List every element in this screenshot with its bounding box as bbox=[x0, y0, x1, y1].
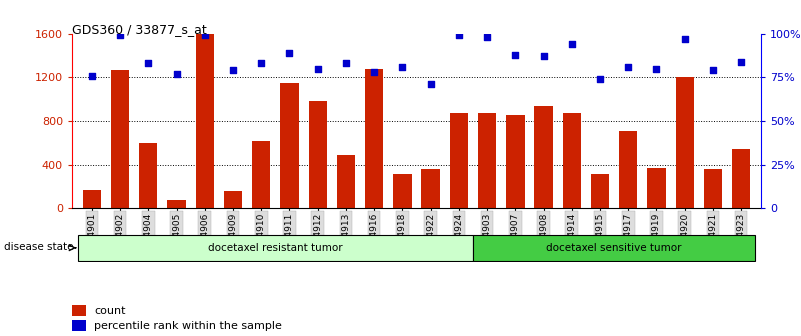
Bar bbox=[111, 70, 129, 208]
Point bbox=[312, 66, 324, 71]
Bar bbox=[478, 113, 497, 208]
Text: GDS360 / 33877_s_at: GDS360 / 33877_s_at bbox=[72, 24, 207, 37]
FancyBboxPatch shape bbox=[78, 235, 473, 261]
Point bbox=[537, 54, 550, 59]
Bar bbox=[619, 131, 638, 208]
Bar bbox=[449, 113, 468, 208]
Point bbox=[566, 41, 578, 47]
Bar bbox=[280, 83, 299, 208]
Bar bbox=[647, 168, 666, 208]
Bar bbox=[336, 155, 355, 208]
Bar bbox=[72, 320, 87, 331]
Bar bbox=[72, 305, 87, 316]
Point bbox=[142, 60, 155, 66]
Point bbox=[735, 59, 747, 64]
Bar bbox=[534, 106, 553, 208]
Point bbox=[678, 36, 691, 42]
Point bbox=[453, 33, 465, 38]
Bar bbox=[591, 174, 610, 208]
Text: disease state: disease state bbox=[4, 242, 74, 252]
Bar bbox=[252, 140, 271, 208]
Bar bbox=[675, 77, 694, 208]
Point bbox=[340, 60, 352, 66]
Bar bbox=[506, 116, 525, 208]
Point bbox=[114, 33, 127, 38]
Point bbox=[170, 71, 183, 77]
Bar bbox=[167, 200, 186, 208]
Point bbox=[481, 34, 493, 40]
Point bbox=[199, 33, 211, 38]
Bar bbox=[704, 169, 723, 208]
Point bbox=[283, 50, 296, 55]
Bar bbox=[223, 191, 242, 208]
Point bbox=[368, 69, 380, 75]
FancyBboxPatch shape bbox=[473, 235, 755, 261]
Point bbox=[255, 60, 268, 66]
Text: percentile rank within the sample: percentile rank within the sample bbox=[95, 321, 282, 331]
Text: docetaxel sensitive tumor: docetaxel sensitive tumor bbox=[546, 243, 682, 253]
Bar bbox=[83, 190, 101, 208]
Bar bbox=[421, 169, 440, 208]
Bar bbox=[308, 101, 327, 208]
Point bbox=[706, 68, 719, 73]
Bar bbox=[365, 69, 384, 208]
Point bbox=[650, 66, 663, 71]
Point bbox=[86, 73, 99, 78]
Point bbox=[509, 52, 521, 57]
Point bbox=[425, 82, 437, 87]
Bar bbox=[562, 113, 581, 208]
Text: docetaxel resistant tumor: docetaxel resistant tumor bbox=[208, 243, 343, 253]
Point bbox=[396, 64, 409, 70]
Bar bbox=[139, 143, 158, 208]
Point bbox=[594, 76, 606, 82]
Point bbox=[227, 68, 239, 73]
Bar bbox=[393, 174, 412, 208]
Point bbox=[622, 64, 634, 70]
Text: count: count bbox=[95, 306, 126, 316]
Bar bbox=[732, 149, 751, 208]
Bar bbox=[195, 34, 214, 208]
